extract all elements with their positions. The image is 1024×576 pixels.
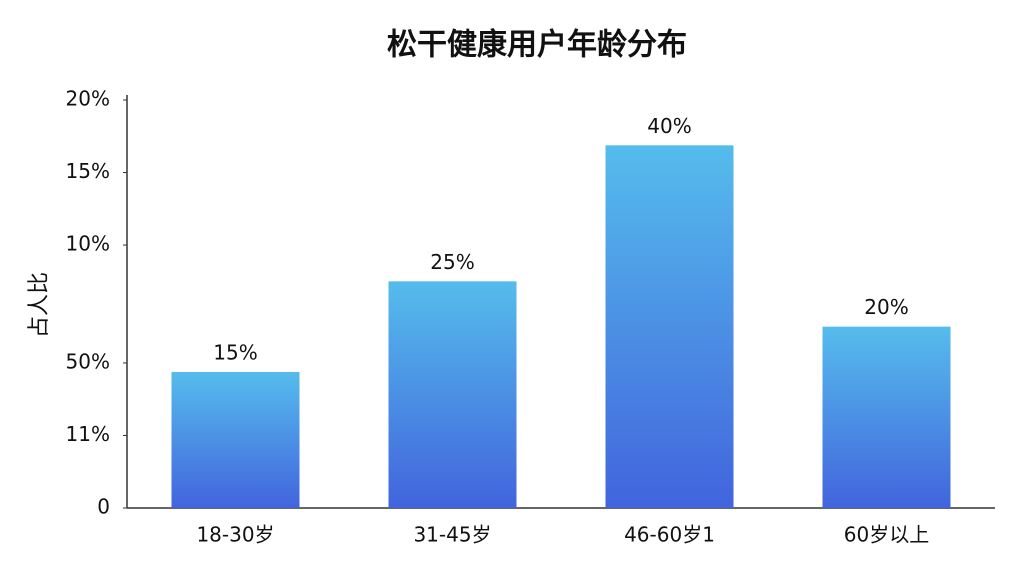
chart-title: 松干健康用户年龄分布 <box>387 28 687 63</box>
bar <box>171 372 300 508</box>
x-tick-label: 31-45岁 <box>413 523 491 547</box>
x-tick-label: 46-60岁1 <box>624 523 715 547</box>
y-tick-label: 50% <box>66 349 110 373</box>
bar <box>605 145 734 509</box>
value-label: 15% <box>213 341 257 365</box>
y-tick-label: 11% <box>66 422 110 446</box>
x-tick-label: 18-30岁 <box>196 523 274 547</box>
bar <box>388 281 517 508</box>
value-label: 20% <box>864 295 908 319</box>
value-label: 25% <box>430 250 474 274</box>
y-tick-label: 20% <box>66 87 110 111</box>
y-tick-label: 10% <box>66 232 110 256</box>
y-tick-label: 0 <box>97 495 110 519</box>
x-tick-label: 60岁以上 <box>844 523 929 547</box>
value-label: 40% <box>647 114 691 138</box>
y-tick-label: 15% <box>66 159 110 183</box>
y-axis-title: 占人比 <box>27 272 52 338</box>
bar <box>822 326 951 508</box>
